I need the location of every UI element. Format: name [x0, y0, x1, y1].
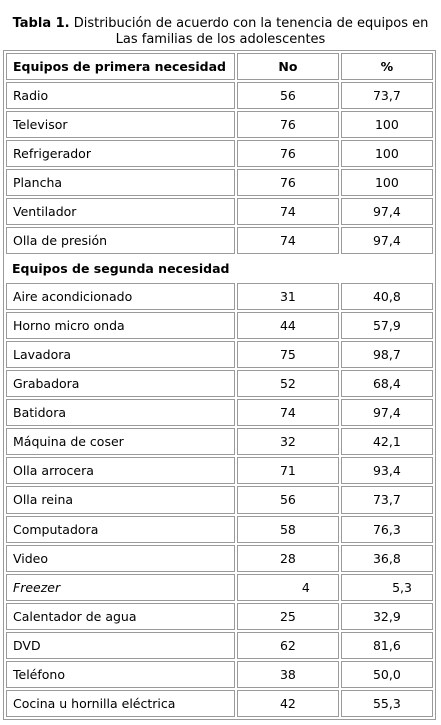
header-no: No [237, 53, 339, 81]
caption-text-1: Distribución de acuerdo con la tenencia … [73, 16, 429, 31]
row-label: Cocina u hornilla eléctrica [6, 689, 236, 717]
table-row: Máquina de coser 32 42,1 [6, 428, 433, 456]
row-percent: 55,3 [340, 689, 433, 717]
row-label: Lavadora [6, 341, 236, 369]
row-count: 56 [237, 82, 339, 110]
row-count: 31 [237, 283, 339, 311]
row-count: 56 [237, 486, 339, 514]
equipment-table: Equipos de primera necesidad No % Radio 5… [3, 50, 436, 720]
table-row: Aire acondicionado 31 40,8 [6, 283, 433, 311]
row-percent: 97,4 [340, 399, 433, 427]
section-header-row: Equipos de segunda necesidad [6, 256, 433, 281]
table-row: DVD 62 81,6 [6, 631, 433, 659]
table-row: Refrigerador 76 100 [6, 140, 433, 168]
table-row: Grabadora 52 68,4 [6, 370, 433, 398]
row-count: 74 [237, 198, 339, 226]
table-row: Lavadora 75 98,7 [6, 341, 433, 369]
row-percent: 32,9 [340, 602, 433, 630]
row-label: Horno micro onda [6, 312, 236, 340]
row-count: 76 [237, 111, 339, 139]
row-count: 76 [237, 140, 339, 168]
row-count: 38 [237, 660, 339, 688]
row-label: Máquina de coser [6, 428, 236, 456]
row-label: Grabadora [6, 370, 236, 398]
row-count: 4 [237, 573, 339, 601]
row-count: 28 [237, 544, 339, 572]
row-count: 44 [237, 312, 339, 340]
row-label: Televisor [6, 111, 236, 139]
row-percent: 100 [340, 111, 433, 139]
table-row: Computadora 58 76,3 [6, 515, 433, 543]
table-row: Cocina u hornilla eléctrica 42 55,3 [6, 689, 433, 717]
table-row: Horno micro onda 44 57,9 [6, 312, 433, 340]
row-count: 25 [237, 602, 339, 630]
row-percent: 73,7 [340, 82, 433, 110]
row-count: 74 [237, 399, 339, 427]
row-percent: 57,9 [340, 312, 433, 340]
row-count: 32 [237, 428, 339, 456]
caption-label: Tabla 1. [12, 16, 70, 31]
row-label: Batidora [6, 399, 236, 427]
caption-line-2: Las familias de los adolescentes [115, 32, 326, 47]
row-count: 71 [237, 457, 339, 485]
caption-line-1: Tabla 1. Distribución de acuerdo con la … [0, 16, 441, 32]
row-label: DVD [6, 631, 236, 659]
row-label: Teléfono [6, 660, 236, 688]
table-row: Plancha 76 100 [6, 169, 433, 197]
table-row: Radio 56 73,7 [6, 82, 433, 110]
row-percent: 42,1 [340, 428, 433, 456]
row-label: Calentador de agua [6, 602, 236, 630]
row-label: Radio [6, 82, 236, 110]
row-percent: 100 [340, 169, 433, 197]
row-percent: 40,8 [340, 283, 433, 311]
table-row: Ventilador 74 97,4 [6, 198, 433, 226]
table-row: Televisor 76 100 [6, 111, 433, 139]
row-label: Freezer [6, 573, 236, 601]
row-label: Olla de presión [6, 227, 236, 255]
header-percent: % [340, 53, 433, 81]
row-count: 75 [237, 341, 339, 369]
row-percent: 68,4 [340, 370, 433, 398]
row-percent: 50,0 [340, 660, 433, 688]
row-count: 62 [237, 631, 339, 659]
row-count: 52 [237, 370, 339, 398]
row-count: 58 [237, 515, 339, 543]
row-label: Refrigerador [6, 140, 236, 168]
table-row: Olla arrocera 71 93,4 [6, 457, 433, 485]
row-label: Video [6, 544, 236, 572]
row-percent: 93,4 [340, 457, 433, 485]
row-label: Ventilador [6, 198, 236, 226]
row-percent: 97,4 [340, 227, 433, 255]
header-equipos: Equipos de primera necesidad [6, 53, 236, 81]
section-2-label: Equipos de segunda necesidad [12, 261, 230, 277]
row-percent: 97,4 [340, 198, 433, 226]
row-label: Computadora [6, 515, 236, 543]
row-percent: 36,8 [340, 544, 433, 572]
table-row: Olla reina 56 73,7 [6, 486, 433, 514]
row-percent: 73,7 [340, 486, 433, 514]
table-row: Olla de presión 74 97,4 [6, 227, 433, 255]
table-row: Freezer 4 5,3 [6, 573, 433, 601]
row-label: Olla reina [6, 486, 236, 514]
table-caption: Tabla 1. Distribución de acuerdo con la … [0, 0, 441, 48]
table-row: Batidora 74 97,4 [6, 399, 433, 427]
row-percent: 98,7 [340, 341, 433, 369]
header-row: Equipos de primera necesidad No % [6, 53, 433, 81]
row-percent: 100 [340, 140, 433, 168]
row-label: Olla arrocera [6, 457, 236, 485]
row-count: 74 [237, 227, 339, 255]
row-count: 76 [237, 169, 339, 197]
row-percent: 81,6 [340, 631, 433, 659]
table-row: Video 28 36,8 [6, 544, 433, 572]
row-count: 42 [237, 689, 339, 717]
table-row: Teléfono 38 50,0 [6, 660, 433, 688]
row-label: Plancha [6, 169, 236, 197]
table-row: Calentador de agua 25 32,9 [6, 602, 433, 630]
row-label: Aire acondicionado [6, 283, 236, 311]
row-percent: 5,3 [340, 573, 433, 601]
row-percent: 76,3 [340, 515, 433, 543]
